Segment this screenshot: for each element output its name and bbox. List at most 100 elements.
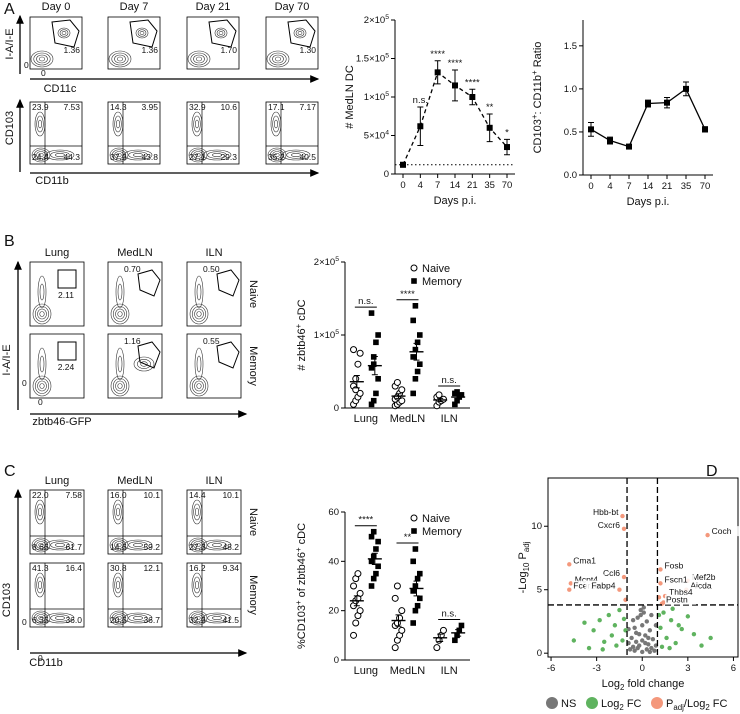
- quadrant-value: 3.95: [141, 102, 158, 112]
- gate-value: 1.36: [141, 45, 158, 55]
- label-part: 5: [385, 14, 389, 21]
- gene-label: Mef2b: [692, 572, 716, 582]
- data-point: [632, 625, 637, 631]
- label-part: of zbtb46: [296, 552, 308, 600]
- contour: [38, 580, 42, 590]
- gene-label-bg: [663, 574, 695, 585]
- label-part: -Log: [517, 571, 529, 593]
- significance: *: [505, 127, 509, 138]
- quadrant-value: 10.1: [222, 490, 239, 500]
- label-part: 2: [705, 703, 709, 712]
- data-point: [454, 632, 460, 639]
- data-point: [417, 361, 423, 367]
- label-part: 4: [385, 130, 389, 137]
- contour: [133, 356, 155, 372]
- sem-bar: [395, 393, 402, 399]
- label-part: FC: [624, 698, 642, 710]
- gene-label-bg: [573, 574, 605, 585]
- data-point: [412, 583, 419, 589]
- contour: [36, 614, 46, 622]
- data-point: [350, 346, 358, 354]
- data-point: [659, 644, 665, 650]
- label-part: Log: [601, 698, 619, 710]
- gate: [216, 341, 240, 369]
- data-point: [458, 392, 465, 398]
- x-tick-label: 35: [681, 181, 692, 192]
- label-part: 5: [335, 329, 339, 336]
- label-part: /Log: [684, 698, 705, 710]
- contour: [274, 152, 280, 158]
- quadrant-value: 61.7: [65, 542, 82, 552]
- axis-zero: 0: [22, 617, 27, 627]
- data-point: [649, 645, 654, 651]
- contour: [195, 542, 201, 548]
- label-part: CD103: [532, 119, 544, 153]
- legend-label: Naive: [422, 513, 450, 525]
- data-point: [614, 643, 619, 648]
- data-point: [412, 346, 419, 353]
- data-point: [667, 645, 672, 651]
- contour: [114, 503, 122, 521]
- contour: [123, 539, 153, 551]
- data-point: [633, 630, 639, 636]
- data-point: [607, 137, 613, 144]
- significance: n.s.: [442, 608, 457, 619]
- data-point: [699, 643, 704, 648]
- data-point: [658, 581, 663, 586]
- legend-label: NS: [561, 698, 576, 710]
- gate-value: 2.11: [58, 290, 74, 300]
- contour: [190, 612, 206, 624]
- flow-plot-frame: [29, 261, 85, 327]
- data-point: [591, 628, 596, 633]
- axis-zero: 0: [22, 378, 27, 388]
- contour: [189, 375, 209, 397]
- tick-label: 0: [384, 169, 389, 180]
- gene-label-bg: [588, 507, 620, 518]
- quadrant-value: 14.3: [110, 102, 127, 112]
- contour: [111, 52, 129, 66]
- contour: [34, 378, 50, 394]
- contour: [266, 50, 290, 68]
- x-tick-label: 4: [418, 180, 423, 191]
- axis-label: CD11b: [35, 175, 68, 187]
- contour: [196, 311, 202, 317]
- contour: [212, 616, 222, 620]
- tick-label: 0.5: [564, 127, 577, 138]
- quadrant-value: 7.58: [65, 490, 82, 500]
- x-tick-label: 14: [450, 180, 461, 191]
- panel-label: C: [4, 463, 16, 480]
- gate: [129, 19, 158, 48]
- contour: [109, 610, 129, 626]
- label-part: 1×10: [364, 92, 385, 103]
- contour: [37, 380, 47, 392]
- data-point: [679, 626, 684, 632]
- contour: [195, 580, 199, 590]
- significance: ****: [448, 58, 463, 69]
- contour: [39, 355, 45, 373]
- contour: [38, 507, 42, 517]
- contour: [116, 119, 120, 129]
- legend-marker: [411, 528, 417, 534]
- data-point: [683, 85, 689, 92]
- x-tick-label: 21: [662, 181, 673, 192]
- contour: [112, 306, 128, 322]
- data-point: [352, 375, 360, 383]
- contour: [267, 147, 287, 163]
- contour: [33, 539, 49, 551]
- axis-label: zbtb46-GFP: [32, 416, 91, 428]
- gene-label: Fscn1: [664, 574, 687, 584]
- data-point: [644, 647, 649, 652]
- data-point: [650, 637, 656, 642]
- contour: [295, 29, 305, 37]
- legend-label: Memory: [422, 526, 462, 538]
- data-point: [640, 623, 645, 628]
- axis-label: CD11b: [29, 657, 62, 669]
- data-point: [434, 69, 441, 76]
- data-point: [412, 607, 419, 614]
- data-point: [641, 610, 646, 615]
- contour: [37, 275, 47, 309]
- gene-label-bg: [590, 519, 621, 530]
- data-point: [621, 616, 627, 622]
- sem-bar: [371, 552, 378, 566]
- contour: [33, 612, 49, 624]
